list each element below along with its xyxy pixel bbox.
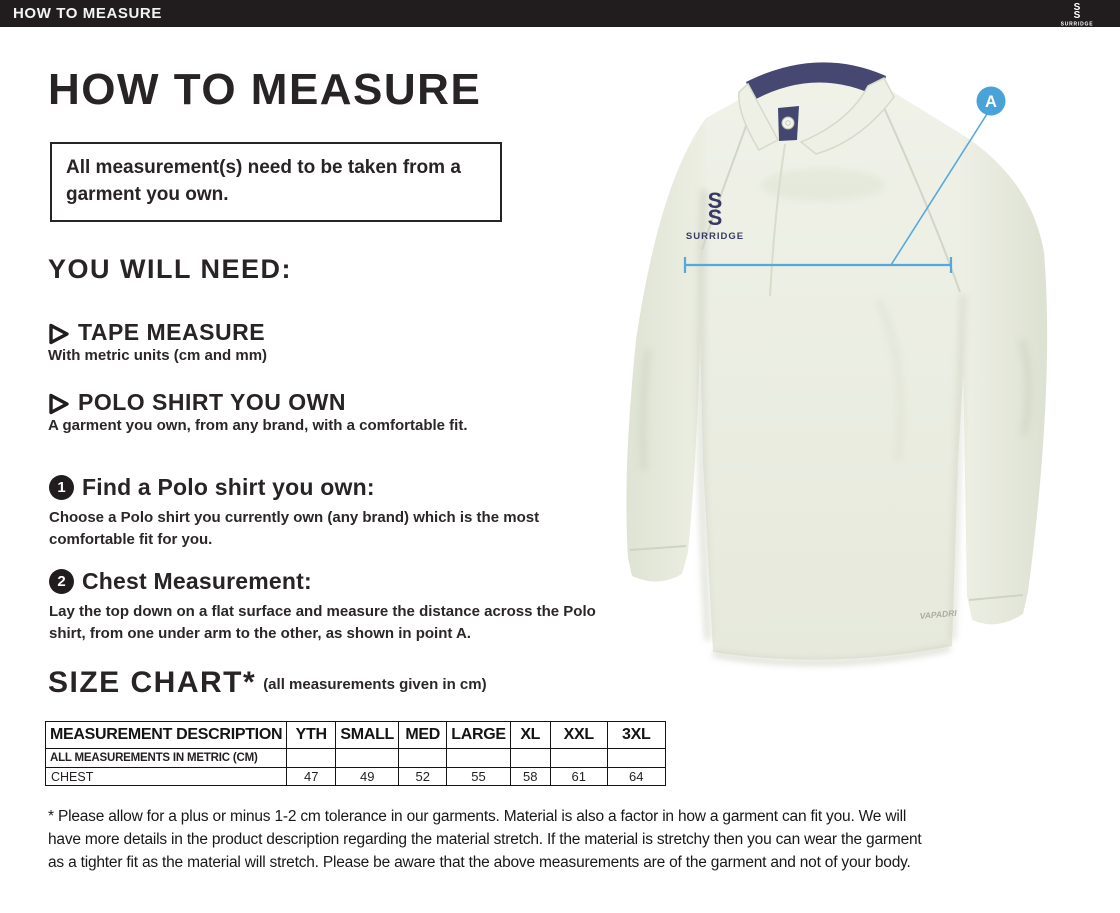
table-cell	[446, 748, 511, 768]
table-cell	[509, 748, 551, 768]
notice-box: All measurement(s) need to be taken from…	[50, 142, 502, 222]
surridge-logo-text: SURRIDGE	[1061, 21, 1094, 27]
top-bar: HOW TO MEASURE S S SURRIDGE	[0, 0, 1120, 27]
chest-value-3xl: 64	[606, 767, 666, 786]
chest-measurement-annotation: A	[683, 86, 1006, 273]
shirt-chest-logo: S S SURRIDGE	[686, 188, 744, 242]
collar-flap-left	[738, 82, 780, 151]
polo-shirt-illustration: S S SURRIDGE VAPADRI A	[626, 62, 1048, 666]
table-header-row: MEASUREMENT DESCRIPTION YTH SMALL MED LA…	[44, 721, 666, 749]
metric-note-cell: ALL MEASUREMENTS IN METRIC (CM)	[44, 748, 288, 768]
right-cuff-seam	[968, 594, 1024, 601]
col-small: SMALL	[335, 721, 400, 749]
placket-seam	[769, 143, 786, 297]
point-a-label: A	[985, 93, 997, 111]
table-cell	[335, 748, 400, 768]
size-chart-table: MEASUREMENT DESCRIPTION YTH SMALL MED LA…	[44, 721, 666, 786]
chest-value-xxl: 61	[549, 767, 608, 786]
svg-text:S: S	[1074, 2, 1081, 13]
svg-text:S: S	[708, 188, 723, 213]
need-item-tape-measure: TAPE MEASURE	[78, 319, 266, 345]
collar-button-detail	[785, 120, 791, 126]
chest-value-large: 55	[446, 767, 511, 786]
triangle-bullet-icon	[49, 323, 69, 345]
step-1-title: Find a Polo shirt you own:	[82, 474, 375, 500]
tolerance-footnote: * Please allow for a plus or minus 1-2 c…	[48, 808, 922, 871]
point-a-marker	[976, 86, 1006, 116]
shirt-right-sleeve	[958, 135, 1048, 625]
svg-text:S: S	[708, 205, 723, 230]
col-3xl: 3XL	[606, 721, 666, 749]
step-2-description: Lay the top down on a flat surface and m…	[49, 603, 596, 642]
step-1-number-badge: 1	[49, 475, 74, 500]
chest-value-small: 49	[335, 767, 400, 786]
need-item-polo-shirt: POLO SHIRT YOU OWN	[78, 389, 346, 415]
shirt-left-sleeve	[626, 118, 706, 582]
collar-inner-navy	[746, 62, 886, 100]
svg-text:S: S	[1074, 10, 1081, 21]
size-chart-title: SIZE CHART*	[48, 666, 257, 699]
col-large: LARGE	[446, 721, 511, 749]
chest-value-yth: 47	[286, 767, 337, 786]
col-xl: XL	[509, 721, 551, 749]
need-item-polo-shirt-desc: A garment you own, from any brand, with …	[48, 417, 468, 434]
size-chart-heading: SIZE CHART* (all measurements given in cm…	[48, 666, 487, 700]
fabric-wordmark: VAPADRI	[919, 608, 957, 621]
chest-value-med: 52	[398, 767, 448, 786]
shirt-chest-logo-text: SURRIDGE	[686, 231, 744, 242]
triangle-bullet-icon	[49, 393, 69, 415]
table-cell	[606, 748, 666, 768]
col-med: MED	[398, 721, 448, 749]
top-bar-title: HOW TO MEASURE	[13, 5, 162, 22]
table-row-chest: CHEST 47 49 52 55 58 61 64	[44, 767, 666, 786]
table-cell	[398, 748, 448, 768]
table-cell	[286, 748, 337, 768]
surridge-logo-icon: S S SURRIDGE	[1042, 0, 1112, 27]
table-row-metric-note: ALL MEASUREMENTS IN METRIC (CM)	[44, 748, 666, 768]
table-cell	[549, 748, 608, 768]
step-1-description: Choose a Polo shirt you currently own (a…	[49, 509, 540, 548]
need-item-tape-measure-desc: With metric units (cm and mm)	[48, 347, 268, 364]
step-2-number-badge: 2	[49, 569, 74, 594]
shirt-body	[698, 74, 990, 660]
step-2-title: Chest Measurement:	[82, 568, 312, 594]
chest-value-xl: 58	[509, 767, 551, 786]
page-title: HOW TO MEASURE	[48, 65, 482, 114]
polo-shirt-diagram: S S SURRIDGE VAPADRI A	[618, 40, 1120, 700]
size-chart-subtitle: (all measurements given in cm)	[263, 676, 487, 693]
shirt-shading	[639, 169, 1032, 666]
surridge-logo-svg: S S SURRIDGE	[1061, 2, 1094, 27]
collar-button	[781, 116, 795, 130]
you-will-need-heading: YOU WILL NEED:	[48, 254, 293, 284]
left-cuff-seam	[629, 545, 687, 551]
col-measurement-description: MEASUREMENT DESCRIPTION	[44, 721, 288, 749]
chest-label-cell: CHEST	[44, 767, 288, 786]
collar-flap-right	[799, 77, 895, 155]
col-xxl: XXL	[549, 721, 608, 749]
col-yth: YTH	[286, 721, 337, 749]
